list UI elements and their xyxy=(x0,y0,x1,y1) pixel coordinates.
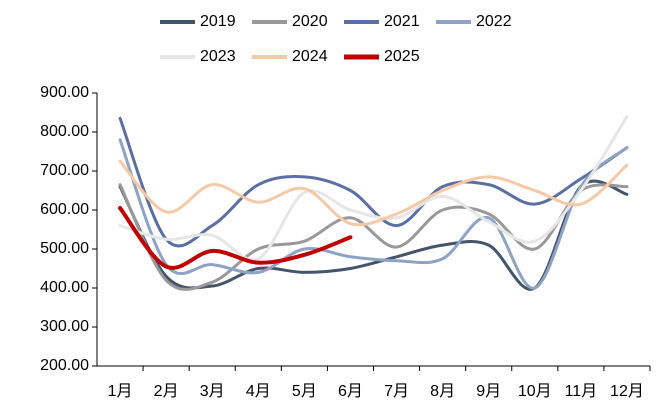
x-tick-label: 10月 xyxy=(518,383,552,400)
x-tick-label: 8月 xyxy=(430,383,455,400)
series-line xyxy=(118,206,353,270)
x-tick-label: 9月 xyxy=(476,383,501,400)
legend-label: 2020 xyxy=(292,13,328,30)
x-tick-label: 1月 xyxy=(108,383,133,400)
y-tick-label: 400.00 xyxy=(40,279,89,296)
y-tick-label: 600.00 xyxy=(40,201,89,218)
y-tick-label: 700.00 xyxy=(40,162,89,179)
legend-label: 2022 xyxy=(476,13,512,30)
legend-label: 2021 xyxy=(384,13,420,30)
y-tick-label: 500.00 xyxy=(40,240,89,257)
x-tick-label: 2月 xyxy=(154,383,179,400)
legend-label: 2023 xyxy=(200,48,236,65)
x-tick-label: 11月 xyxy=(565,383,598,400)
series-line xyxy=(118,138,629,290)
series-line xyxy=(118,159,629,227)
x-tick-label: 4月 xyxy=(246,383,271,400)
y-tick-label: 800.00 xyxy=(40,123,89,140)
x-tick-label: 12月 xyxy=(610,383,644,400)
legend-label: 2019 xyxy=(200,13,236,30)
y-tick-label: 200.00 xyxy=(40,357,89,374)
series-line xyxy=(118,183,629,291)
y-tick-label: 900.00 xyxy=(40,84,89,101)
x-tick-label: 7月 xyxy=(384,383,409,400)
y-tick-label: 300.00 xyxy=(40,318,89,335)
legend-label: 2024 xyxy=(292,48,328,65)
x-tick-label: 5月 xyxy=(292,383,317,400)
legend-label: 2025 xyxy=(384,48,420,65)
x-tick-label: 6月 xyxy=(338,383,363,400)
series-line xyxy=(118,114,629,262)
series-line xyxy=(118,116,629,248)
x-tick-label: 3月 xyxy=(200,383,225,400)
